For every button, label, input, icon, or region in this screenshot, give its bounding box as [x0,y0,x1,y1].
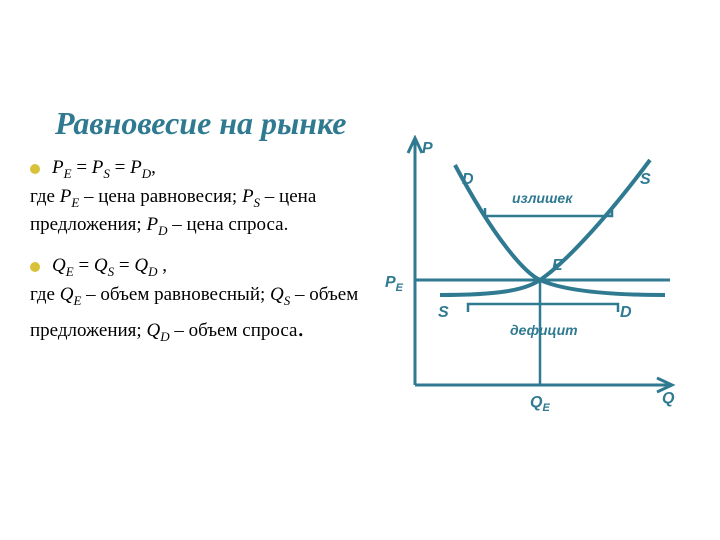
svg-text:P: P [422,140,433,157]
svg-text:D: D [620,304,632,321]
svg-text:PE: PE [385,274,404,294]
svg-text:E: E [552,257,564,274]
svg-text:QE: QE [530,394,550,414]
equation-1: PE = PS = PD, [30,155,360,182]
slide-title: Равновесие на рынке [55,105,346,142]
equilibrium-chart: P Q D S S D E PE QE излишек дефицит [360,135,690,435]
svg-text:D: D [462,171,474,188]
svg-text:S: S [640,171,651,188]
svg-text:дефицит: дефицит [510,322,578,338]
svg-text:Q: Q [662,390,675,407]
explanation-2: где QE – объем равновесный; QS – объем п… [30,282,360,345]
explanation-1: где PE – цена равновесия; PS – цена пред… [30,184,360,239]
text-column: PE = PS = PD, где PE – цена равновесия; … [30,155,360,359]
equation-2: QE = QS = QD , [30,253,360,280]
svg-text:S: S [438,304,449,321]
svg-text:излишек: излишек [512,190,573,206]
